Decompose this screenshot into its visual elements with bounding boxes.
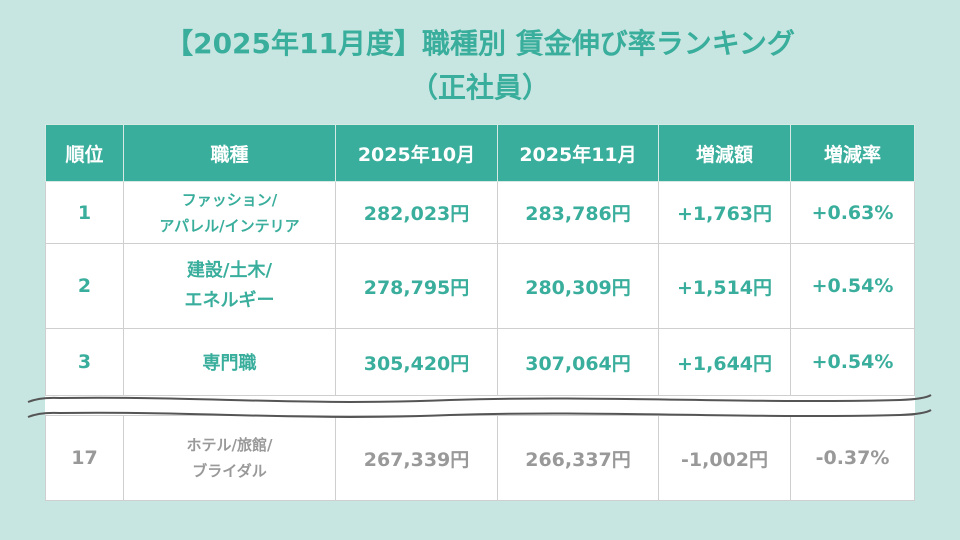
nov-wage: 280,309円 (497, 243, 659, 329)
page-subtitle: （正社員） (409, 71, 550, 104)
job-type: 専門職 (123, 328, 336, 396)
job-line: エネルギー (184, 290, 275, 311)
nov-wage: 307,064円 (497, 328, 659, 396)
header-row: 順位 職種 2025年10月 2025年11月 増減額 増減率 (45, 124, 915, 182)
oct-wage: 305,420円 (335, 328, 498, 396)
table-row: 17 ホテル/旅館/ブライダル 267,339円 266,337円 -1,002… (45, 415, 915, 501)
table-row: 3 専門職 305,420円 307,064円 +1,644円 +0.54% (45, 328, 915, 396)
rate: +0.54% (790, 243, 915, 329)
rank: 1 (45, 181, 124, 244)
job-type: ホテル/旅館/ブライダル (123, 415, 336, 501)
job-line: ファッション/ (181, 190, 278, 209)
rate: -0.37% (790, 415, 915, 501)
rank: 3 (45, 328, 124, 396)
job-type: 建設/土木/エネルギー (123, 243, 336, 329)
rate: +0.63% (790, 181, 915, 244)
wave-line-bottom (27, 409, 932, 418)
wave-line-top (27, 394, 932, 403)
job-type: ファッション/アパレル/インテリア (123, 181, 336, 244)
oct-wage: 282,023円 (335, 181, 498, 244)
nov-wage: 266,337円 (497, 415, 659, 501)
table-row: 2 建設/土木/エネルギー 278,795円 280,309円 +1,514円 … (45, 243, 915, 329)
page-title: 【2025年11月度】職種別 賃金伸び率ランキング (165, 27, 795, 60)
job-line: ブライダル (192, 462, 267, 480)
diff: -1,002円 (658, 415, 791, 501)
diff: +1,514円 (658, 243, 791, 329)
rank: 2 (45, 243, 124, 329)
job-line: 建設/土木/ (186, 260, 273, 281)
header-diff: 増減額 (658, 124, 791, 182)
diff: +1,763円 (658, 181, 791, 244)
rank: 17 (45, 415, 124, 501)
job-line: アパレル/インテリア (159, 216, 300, 235)
header-nov: 2025年11月 (497, 124, 659, 182)
oct-wage: 278,795円 (335, 243, 498, 329)
header-rate: 増減率 (790, 124, 915, 182)
header-oct: 2025年10月 (335, 124, 498, 182)
ranking-table: 順位 職種 2025年10月 2025年11月 増減額 増減率 1 ファッション… (45, 124, 915, 501)
job-line: ホテル/旅館/ (186, 436, 273, 454)
